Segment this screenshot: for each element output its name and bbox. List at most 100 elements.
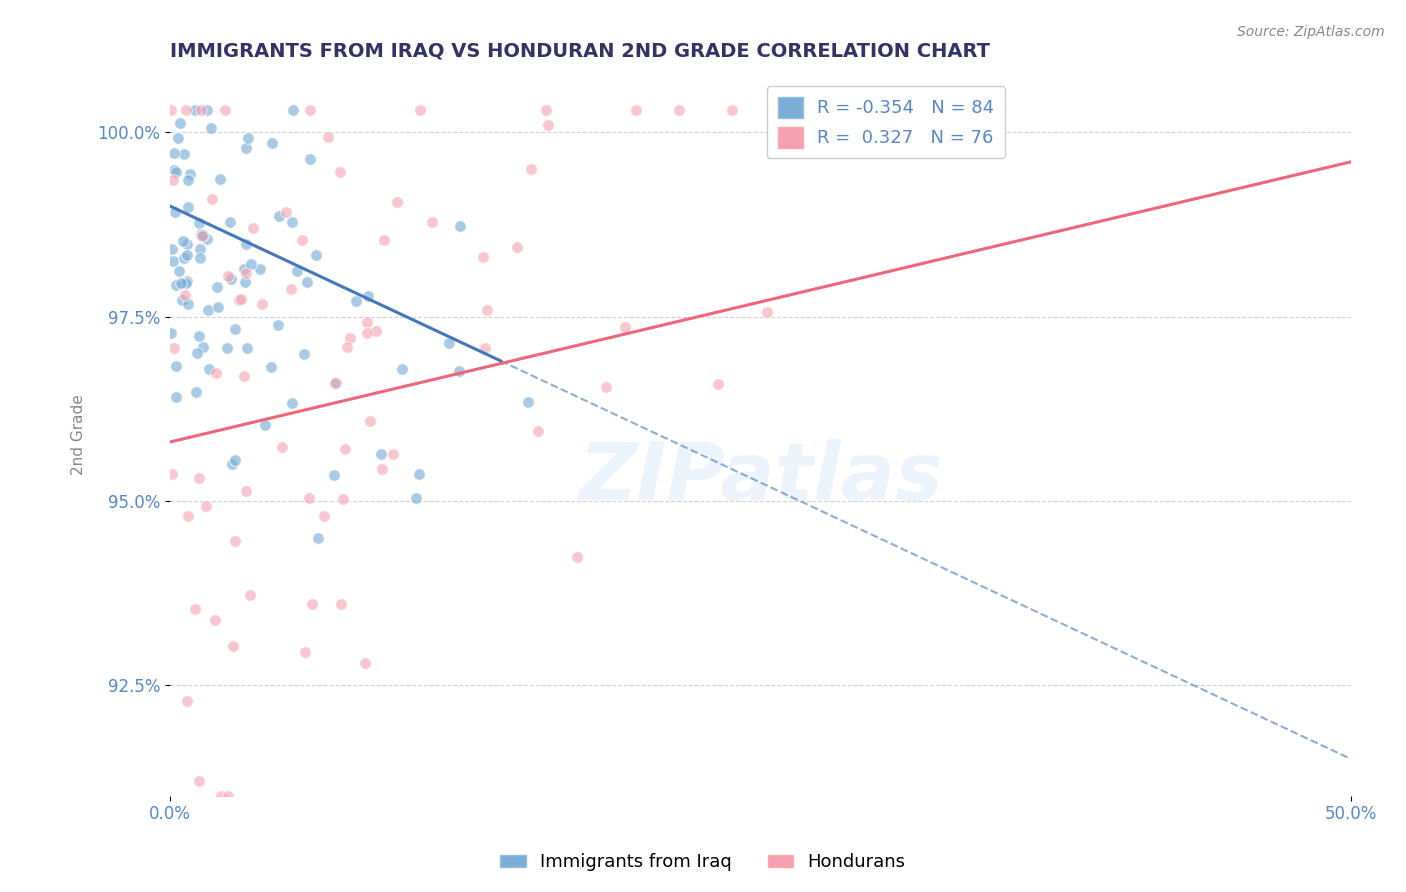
- Point: [330, 597, 353, 611]
- Point: [198, 362, 221, 376]
- Point: [173, 288, 195, 302]
- Point: [191, 340, 214, 354]
- Point: [537, 118, 560, 132]
- Point: [160, 467, 183, 481]
- Point: [218, 215, 240, 229]
- Point: [165, 277, 187, 292]
- Point: [260, 136, 283, 150]
- Point: [252, 297, 274, 311]
- Point: [214, 103, 236, 118]
- Point: [281, 215, 304, 229]
- Point: [188, 243, 211, 257]
- Point: [329, 165, 352, 179]
- Point: [167, 264, 190, 278]
- Point: [235, 267, 257, 281]
- Point: [224, 534, 246, 549]
- Point: [921, 105, 943, 120]
- Point: [249, 261, 271, 276]
- Point: [364, 324, 387, 338]
- Point: [595, 380, 617, 394]
- Point: [207, 300, 229, 314]
- Point: [233, 262, 256, 277]
- Point: [356, 315, 378, 329]
- Point: [323, 376, 346, 390]
- Point: [298, 103, 321, 118]
- Point: [201, 192, 224, 206]
- Point: [219, 272, 242, 286]
- Point: [385, 195, 408, 210]
- Text: IMMIGRANTS FROM IRAQ VS HONDURAN 2ND GRADE CORRELATION CHART: IMMIGRANTS FROM IRAQ VS HONDURAN 2ND GRA…: [170, 42, 990, 61]
- Point: [184, 602, 207, 616]
- Point: [534, 103, 557, 118]
- Point: [285, 264, 308, 278]
- Point: [194, 499, 217, 513]
- Point: [271, 441, 294, 455]
- Point: [173, 251, 195, 265]
- Point: [242, 221, 264, 235]
- Point: [409, 103, 432, 118]
- Point: [449, 219, 471, 233]
- Point: [228, 293, 250, 307]
- Point: [281, 396, 304, 410]
- Point: [626, 103, 648, 118]
- Point: [447, 364, 470, 378]
- Point: [163, 341, 186, 355]
- Point: [267, 209, 290, 223]
- Point: [721, 103, 744, 118]
- Point: [295, 275, 318, 289]
- Point: [165, 164, 187, 178]
- Legend: R = -0.354   N = 84, R =  0.327   N = 76: R = -0.354 N = 84, R = 0.327 N = 76: [766, 86, 1005, 159]
- Point: [209, 789, 232, 803]
- Point: [177, 297, 200, 311]
- Point: [356, 326, 378, 341]
- Point: [527, 425, 550, 439]
- Point: [184, 103, 207, 118]
- Point: [707, 376, 730, 391]
- Point: [195, 232, 218, 246]
- Point: [205, 366, 228, 380]
- Point: [179, 167, 201, 181]
- Point: [373, 233, 395, 247]
- Point: [200, 120, 222, 135]
- Point: [205, 280, 228, 294]
- Point: [323, 467, 346, 482]
- Point: [336, 339, 359, 353]
- Point: [173, 147, 195, 161]
- Point: [169, 116, 191, 130]
- Point: [209, 172, 232, 186]
- Point: [301, 597, 323, 611]
- Point: [316, 129, 339, 144]
- Point: [224, 322, 246, 336]
- Point: [238, 130, 260, 145]
- Point: [391, 362, 413, 376]
- Point: [188, 251, 211, 265]
- Text: Source: ZipAtlas.com: Source: ZipAtlas.com: [1237, 25, 1385, 39]
- Point: [437, 336, 460, 351]
- Point: [186, 345, 208, 359]
- Point: [353, 656, 375, 670]
- Point: [177, 173, 200, 187]
- Point: [176, 274, 198, 288]
- Point: [294, 645, 316, 659]
- Point: [195, 103, 218, 118]
- Point: [305, 247, 328, 261]
- Point: [221, 458, 243, 472]
- Point: [291, 233, 314, 247]
- Point: [193, 227, 215, 242]
- Point: [172, 234, 194, 248]
- Point: [232, 368, 254, 383]
- Point: [163, 163, 186, 178]
- Point: [359, 414, 381, 428]
- Point: [187, 216, 209, 230]
- Point: [159, 326, 181, 341]
- Point: [333, 442, 356, 456]
- Point: [217, 268, 239, 283]
- Point: [274, 205, 297, 219]
- Point: [177, 508, 200, 523]
- Point: [163, 145, 186, 160]
- Point: [517, 394, 540, 409]
- Point: [408, 467, 430, 481]
- Point: [166, 390, 188, 404]
- Point: [176, 694, 198, 708]
- Point: [166, 130, 188, 145]
